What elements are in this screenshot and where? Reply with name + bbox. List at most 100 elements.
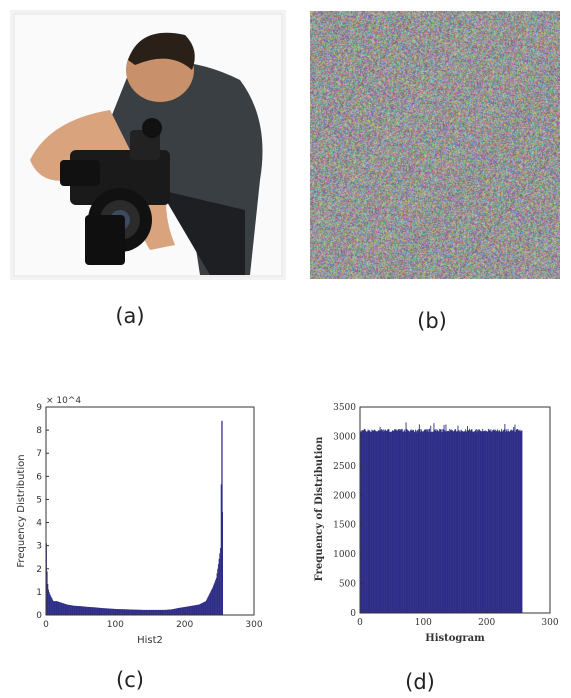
histogram-bar	[95, 607, 97, 615]
y-tick-label: 6	[36, 472, 42, 482]
y-tick-label: 2000	[333, 491, 356, 501]
histogram-bar	[410, 429, 412, 613]
histogram-bar	[468, 430, 470, 613]
y-tick-label: 3500	[333, 403, 356, 413]
histogram-bar	[141, 609, 143, 615]
histogram-bar	[370, 432, 372, 613]
histogram-bar	[431, 431, 433, 613]
histogram-bar	[215, 579, 217, 615]
histogram-bar	[136, 609, 138, 615]
histogram-bar	[499, 432, 501, 613]
histogram-bar	[113, 608, 115, 615]
histogram-bar	[157, 609, 159, 615]
histogram-bar	[417, 431, 419, 613]
histogram-bar	[361, 430, 363, 613]
histogram-bar	[183, 607, 185, 615]
histogram-bar	[84, 606, 86, 615]
histogram-bar	[442, 429, 444, 613]
histogram-bar	[494, 429, 496, 613]
histogram-bar	[372, 430, 374, 613]
histogram-bar	[219, 553, 221, 615]
histogram-bar	[422, 431, 424, 613]
histogram-bar	[368, 430, 370, 613]
histogram-bar	[446, 431, 448, 613]
histogram-chart-c: 0 1 2 3 4 5 6 7 8 9 0 100 200 300 × 10^4 Hist2 Frequ…	[16, 396, 263, 646]
histogram-bar	[119, 609, 121, 615]
histogram-bar	[513, 431, 515, 613]
histogram-bar	[432, 432, 434, 613]
y-tick-label: 3	[36, 542, 42, 552]
histogram-bar	[115, 608, 117, 615]
histogram-bar	[467, 430, 469, 613]
histogram-bar	[467, 426, 468, 613]
histogram-bar	[142, 609, 144, 615]
histogram-bar	[509, 431, 511, 613]
histogram-bar	[53, 601, 55, 615]
histogram-bar	[396, 430, 397, 613]
histogram-bar	[512, 429, 514, 613]
histogram-bar	[207, 596, 209, 615]
histogram-bar	[408, 432, 410, 613]
chart-c-exponent: × 10^4	[46, 396, 81, 406]
histogram-bar	[145, 609, 147, 615]
histogram-bar	[401, 428, 403, 613]
histogram-bar	[213, 583, 215, 615]
histogram-bar	[420, 431, 422, 613]
chart-d-ylabel: Frequency of Distribution	[314, 436, 325, 581]
histogram-bar	[179, 607, 181, 615]
histogram-bar	[460, 432, 461, 613]
histogram-bar	[67, 604, 69, 615]
histogram-bar	[404, 432, 406, 613]
histogram-bar	[192, 605, 194, 615]
histogram-bar	[474, 431, 475, 613]
histogram-bar	[209, 592, 211, 615]
histogram-bar	[434, 430, 436, 613]
histogram-bar	[461, 431, 463, 613]
histogram-bar	[50, 595, 52, 615]
histogram-bar	[419, 429, 421, 613]
histogram-bar	[48, 592, 50, 615]
histogram-bar	[186, 606, 187, 615]
histogram-bar	[196, 604, 198, 615]
histogram-bar	[213, 585, 214, 615]
histogram-bar	[52, 601, 54, 615]
histogram-bar	[134, 609, 135, 615]
histogram-bar	[386, 430, 388, 613]
histogram-bar	[183, 607, 185, 615]
histogram-bar	[455, 429, 456, 613]
histogram-bar	[501, 428, 503, 613]
histogram-bar	[452, 431, 454, 613]
histogram-bar	[98, 607, 99, 615]
histogram-bar	[66, 604, 68, 615]
histogram-bar	[472, 431, 473, 613]
histogram-bar	[110, 608, 112, 615]
histogram-bar	[451, 430, 453, 613]
y-tick-label: 3000	[333, 432, 356, 442]
histogram-bar	[120, 609, 122, 615]
histogram-bar	[430, 432, 432, 613]
y-tick-label: 8	[36, 426, 42, 436]
histogram-bar	[369, 430, 371, 613]
histogram-bar	[485, 431, 487, 613]
histogram-bar	[152, 609, 154, 615]
histogram-bar	[518, 430, 520, 613]
histogram-bar	[199, 604, 201, 615]
histogram-bar	[100, 607, 101, 615]
y-tick-label: 9	[36, 403, 42, 413]
histogram-bar	[49, 594, 51, 615]
histogram-bar	[463, 431, 465, 613]
histogram-bar	[140, 609, 142, 615]
histogram-bar	[366, 431, 368, 613]
histogram-bar	[508, 431, 510, 613]
histogram-bar	[77, 605, 79, 615]
histogram-bar	[506, 430, 508, 613]
histogram-bar	[173, 608, 175, 615]
histogram-bar	[458, 430, 460, 613]
histogram-bar	[191, 605, 193, 615]
histogram-bar	[414, 432, 416, 613]
histogram-bar	[501, 431, 503, 613]
histogram-bar	[411, 430, 413, 613]
histogram-bar	[439, 429, 441, 613]
histogram-bar	[475, 429, 477, 613]
y-tick-label: 0	[36, 611, 42, 621]
